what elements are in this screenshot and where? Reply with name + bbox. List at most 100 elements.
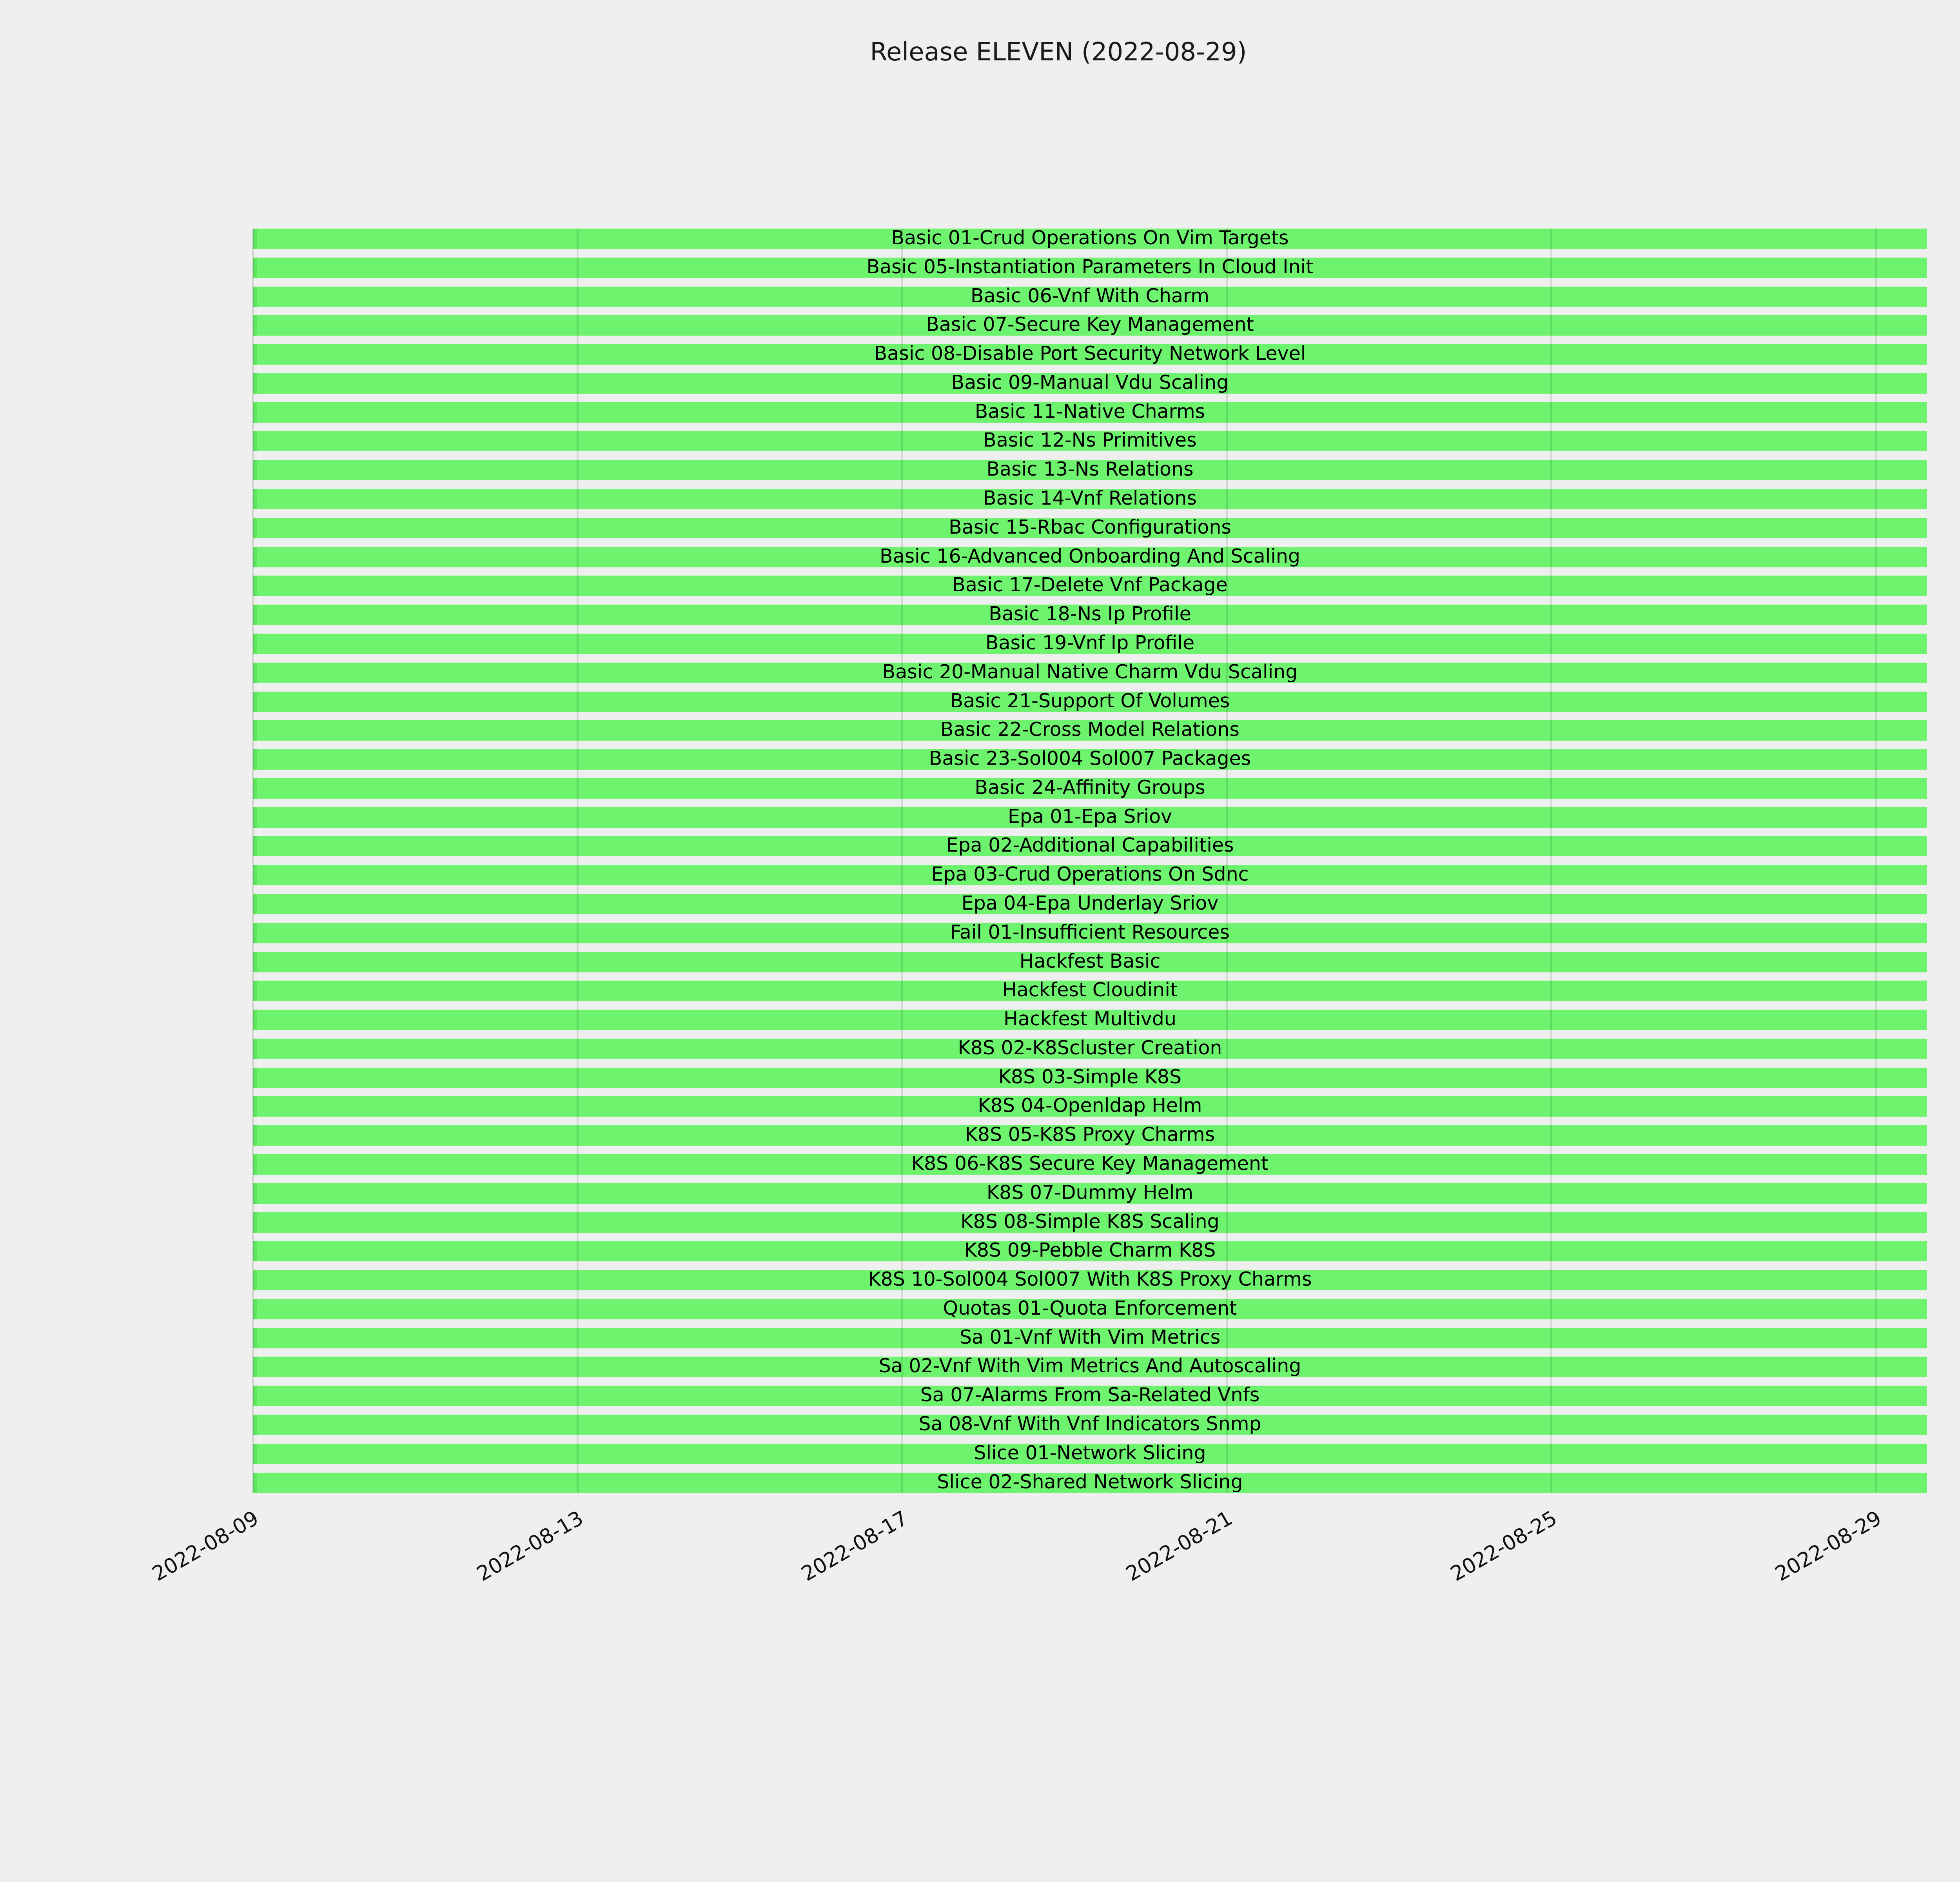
task-label: Basic 11-Native Charms [975, 400, 1205, 423]
task-bar [253, 691, 1927, 712]
task-bar [253, 315, 1927, 336]
task-bar [253, 1096, 1927, 1117]
task-bar [253, 894, 1927, 914]
task-row: Basic 22-Cross Model Relations [253, 718, 1927, 741]
task-label: Basic 05-Instantiation Parameters In Clo… [866, 255, 1314, 278]
task-label: Hackfest Multivdu [1004, 1008, 1176, 1030]
task-bar [253, 662, 1927, 683]
task-bar [253, 952, 1927, 972]
task-label: K8S 05-K8S Proxy Charms [965, 1123, 1215, 1146]
task-bar [253, 576, 1927, 596]
x-tick-label: 2022-08-29 [1771, 1506, 1886, 1586]
task-bar [253, 402, 1927, 423]
task-bar [253, 1415, 1927, 1435]
task-bar [253, 344, 1927, 365]
task-label: Sa 07-Alarms From Sa-Related Vnfs [920, 1384, 1260, 1406]
task-row: Basic 12-Ns Primitives [253, 429, 1927, 452]
task-bar [253, 257, 1927, 278]
x-tick-label: 2022-08-25 [1446, 1506, 1561, 1586]
task-row: Basic 18-Ns Ip Profile [253, 603, 1927, 625]
task-row: Slice 01-Network Slicing [253, 1441, 1927, 1464]
task-bar [253, 1270, 1927, 1291]
task-bar [253, 1038, 1927, 1059]
task-row: K8S 08-Simple K8S Scaling [253, 1211, 1927, 1233]
task-label: Basic 08-Disable Port Security Network L… [874, 342, 1306, 365]
task-bar [253, 1386, 1927, 1406]
task-row: Basic 23-Sol004 Sol007 Packages [253, 748, 1927, 770]
task-row: K8S 03-Simple K8S [253, 1066, 1927, 1088]
task-label: K8S 04-Openldap Helm [978, 1094, 1202, 1117]
task-row: Basic 08-Disable Port Security Network L… [253, 342, 1927, 365]
task-label: K8S 09-Pebble Charm K8S [964, 1239, 1216, 1262]
task-row: Basic 21-Support Of Volumes [253, 690, 1927, 712]
task-label: Basic 22-Cross Model Relations [940, 718, 1240, 741]
task-bar [253, 460, 1927, 481]
task-row: Basic 06-Vnf With Charm [253, 284, 1927, 307]
task-row: Basic 07-Secure Key Management [253, 313, 1927, 336]
task-row: K8S 09-Pebble Charm K8S [253, 1239, 1927, 1262]
task-label: Fail 01-Insufficient Resources [950, 921, 1230, 943]
task-bar [253, 605, 1927, 625]
task-row: Basic 17-Delete Vnf Package [253, 574, 1927, 596]
task-label: Slice 01-Network Slicing [974, 1441, 1206, 1464]
task-label: Basic 16-Advanced Onboarding And Scaling [879, 545, 1301, 567]
task-row: Fail 01-Insufficient Resources [253, 921, 1927, 943]
task-label: Basic 17-Delete Vnf Package [952, 574, 1228, 596]
task-label: Basic 19-Vnf Ip Profile [985, 631, 1195, 654]
task-row: Basic 13-Ns Relations [253, 458, 1927, 481]
task-label: K8S 10-Sol004 Sol007 With K8S Proxy Char… [868, 1268, 1312, 1291]
task-row: Quotas 01-Quota Enforcement [253, 1297, 1927, 1319]
task-row: Sa 02-Vnf With Vim Metrics And Autoscali… [253, 1356, 1927, 1377]
task-label: Basic 18-Ns Ip Profile [989, 603, 1191, 625]
task-bar [253, 1472, 1927, 1493]
task-bar [253, 633, 1927, 654]
x-tick-label: 2022-08-21 [1122, 1506, 1237, 1586]
task-row: Basic 20-Manual Native Charm Vdu Scaling [253, 661, 1927, 683]
task-bar [253, 229, 1927, 249]
task-row: Hackfest Multivdu [253, 1008, 1927, 1030]
task-label: K8S 06-K8S Secure Key Management [911, 1152, 1269, 1175]
gridline [1226, 229, 1228, 1493]
task-bar [253, 1067, 1927, 1088]
x-tick-label: 2022-08-13 [473, 1506, 588, 1586]
task-label: K8S 07-Dummy Helm [986, 1181, 1194, 1204]
gridline [1550, 229, 1553, 1493]
task-bar [253, 547, 1927, 567]
task-label: Basic 01-Crud Operations On Vim Targets [891, 226, 1289, 249]
task-label: Basic 06-Vnf With Charm [970, 284, 1209, 307]
task-row: Epa 01-Epa Sriov [253, 806, 1927, 828]
task-row: K8S 06-K8S Secure Key Management [253, 1152, 1927, 1175]
task-label: Sa 08-Vnf With Vnf Indicators Snmp [918, 1412, 1261, 1435]
task-label: Quotas 01-Quota Enforcement [943, 1297, 1237, 1319]
task-row: Basic 24-Affinity Groups [253, 777, 1927, 799]
task-bar [253, 1183, 1927, 1204]
gridline [577, 229, 579, 1493]
task-label: Hackfest Cloudinit [1002, 979, 1178, 1001]
plot-area: Basic 01-Crud Operations On Vim Targets B… [252, 226, 1927, 1493]
task-row: Hackfest Basic [253, 950, 1927, 972]
task-row: Sa 08-Vnf With Vnf Indicators Snmp [253, 1412, 1927, 1435]
x-tick-label: 2022-08-17 [797, 1506, 912, 1586]
task-label: Basic 12-Ns Primitives [983, 429, 1197, 452]
task-label: Basic 07-Secure Key Management [926, 313, 1254, 336]
task-row: Epa 04-Epa Underlay Sriov [253, 893, 1927, 914]
task-bar [253, 923, 1927, 943]
task-bar [253, 518, 1927, 538]
task-label: Basic 13-Ns Relations [986, 458, 1194, 481]
task-row: Basic 14-Vnf Relations [253, 488, 1927, 510]
task-row: Sa 07-Alarms From Sa-Related Vnfs [253, 1384, 1927, 1406]
task-bar [253, 1125, 1927, 1146]
task-bar [253, 1328, 1927, 1348]
task-label: K8S 02-K8Scluster Creation [958, 1036, 1222, 1059]
task-bar [253, 807, 1927, 828]
task-label: Hackfest Basic [1019, 950, 1161, 972]
task-row: Basic 19-Vnf Ip Profile [253, 631, 1927, 654]
task-label: Basic 09-Manual Vdu Scaling [951, 371, 1229, 394]
task-bar [253, 431, 1927, 452]
task-bar [253, 720, 1927, 741]
task-bar [253, 286, 1927, 307]
chart-title: Release ELEVEN (2022-08-29) [870, 38, 1247, 67]
task-row: Basic 09-Manual Vdu Scaling [253, 371, 1927, 394]
task-row: K8S 05-K8S Proxy Charms [253, 1123, 1927, 1146]
